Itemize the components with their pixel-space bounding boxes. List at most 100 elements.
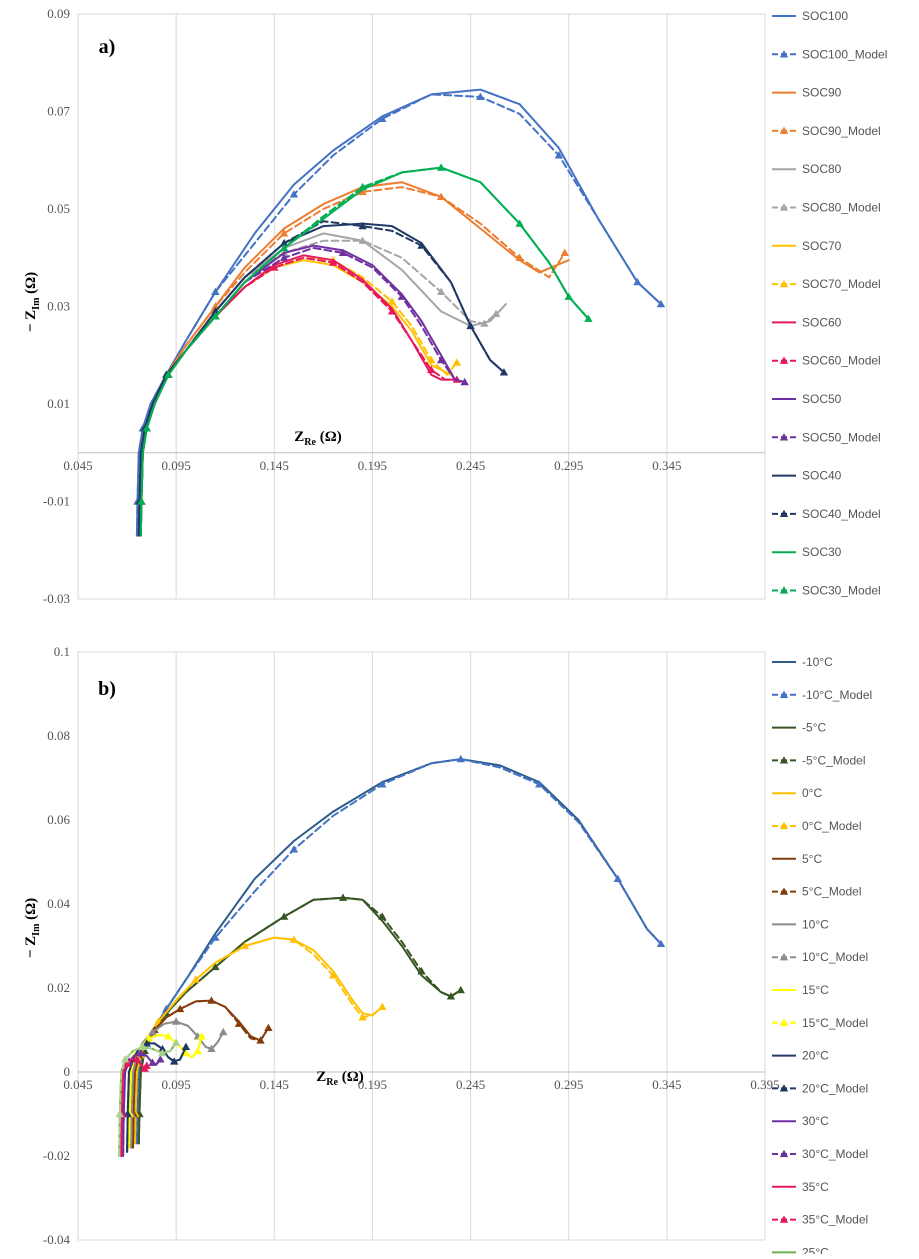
legend-marker (779, 279, 789, 288)
legend-marker (779, 586, 789, 594)
series-marker (358, 221, 367, 230)
legend-label: SOC40 (802, 469, 842, 483)
legend-label: 0°C_Model (802, 819, 862, 833)
x-tick-label: 0.345 (652, 1077, 681, 1092)
series-marker (171, 1017, 181, 1025)
legend-item: -10°C (772, 655, 833, 669)
y-tick-label: 0.03 (47, 299, 70, 314)
legend-label: SOC40_Model (802, 507, 881, 521)
series-marker (535, 780, 544, 788)
legend-label: -5°C_Model (802, 753, 866, 767)
x-tick-label: 0.195 (358, 1077, 387, 1092)
series-marker (279, 253, 289, 261)
series-marker (164, 370, 173, 378)
series-marker (476, 92, 485, 101)
x-tick-label: 0.045 (63, 1077, 92, 1092)
series-marker (387, 307, 397, 315)
legend-item: 20°C (772, 1049, 829, 1063)
x-tick-label: 0.195 (358, 458, 387, 473)
legend-label: 0°C (802, 786, 822, 800)
legend-marker (779, 203, 789, 211)
x-tick-label: 0.245 (456, 1077, 485, 1092)
x-tick-label: 0.345 (652, 458, 681, 473)
series-marker (491, 309, 501, 317)
legend-item: SOC60_Model (772, 354, 881, 368)
x-axis-title: ZRe (Ω) (294, 429, 341, 448)
series-marker (211, 287, 220, 296)
legend-marker (779, 821, 789, 830)
y-axis-title: − ZIm (Ω) (23, 898, 42, 958)
legend-marker (779, 1215, 789, 1223)
series-marker (240, 941, 250, 950)
y-tick-label: 0.02 (47, 980, 70, 995)
series-line-19 (118, 1041, 178, 1157)
series-marker (499, 368, 509, 376)
series-marker (264, 1023, 273, 1032)
legend-item: SOC100 (772, 9, 848, 23)
series-marker (289, 190, 299, 198)
legend-label: SOC60_Model (802, 354, 881, 368)
y-tick-label: 0 (64, 1064, 71, 1079)
series-marker (436, 287, 446, 296)
series-line-7 (139, 256, 458, 537)
series-marker (452, 358, 462, 366)
x-tick-label: 0.295 (554, 458, 583, 473)
legend-label: SOC30_Model (802, 584, 881, 598)
series-marker (378, 912, 387, 920)
series-marker (338, 893, 348, 901)
legend-item: SOC50_Model (772, 430, 881, 444)
legend-item: SOC80 (772, 162, 842, 176)
legend-label: SOC80 (802, 162, 842, 176)
plot-area (77, 13, 766, 600)
legend-marker (779, 756, 789, 764)
series-marker (142, 424, 151, 432)
series-line-6 (132, 999, 270, 1149)
legend-label: 35°C_Model (802, 1213, 868, 1227)
panel-label: a) (99, 36, 116, 58)
series-line-10 (139, 244, 466, 537)
x-tick-label: 0.095 (162, 1077, 191, 1092)
legend-item: 20°C_Model (772, 1081, 868, 1095)
series-line-11 (139, 247, 466, 537)
series-line-2 (137, 181, 570, 537)
legend-item: 0°C (772, 786, 822, 800)
series-marker (191, 975, 200, 983)
legend-item: 0°C_Model (772, 819, 862, 833)
x-tick-label: 0.095 (162, 458, 191, 473)
y-tick-label: 0.08 (47, 728, 70, 743)
legend-item: SOC60 (772, 315, 842, 329)
legend-marker (779, 509, 789, 518)
legend-item: SOC100_Model (772, 47, 887, 61)
legend-label: SOC80_Model (802, 201, 881, 215)
legend-item: SOC40 (772, 469, 842, 483)
series-marker (142, 1061, 151, 1069)
series-marker (142, 1039, 151, 1047)
series-marker (358, 182, 367, 191)
series-marker (515, 219, 524, 227)
legend-label: 10°C_Model (802, 950, 868, 964)
series-marker (613, 874, 622, 882)
legend-label: 10°C (802, 917, 829, 931)
legend-item: SOC70 (772, 239, 842, 253)
series-marker (584, 314, 593, 322)
series-marker (234, 1019, 244, 1027)
legend-label: SOC100_Model (802, 47, 887, 61)
legend-item: 10°C_Model (772, 950, 868, 964)
legend-item: -5°C (772, 721, 826, 735)
y-tick-label: -0.04 (43, 1232, 71, 1247)
series-marker (417, 241, 426, 249)
x-tick-label: 0.245 (456, 458, 485, 473)
legend-marker (779, 1018, 789, 1026)
legend-item: 5°C (772, 852, 822, 866)
series-marker (148, 1027, 157, 1036)
legend-item: 10°C (772, 917, 829, 931)
series-marker (338, 248, 348, 257)
legend-item: SOC30_Model (772, 584, 881, 598)
legend-marker (779, 953, 789, 961)
series-marker (427, 355, 436, 364)
series-marker (120, 1055, 130, 1063)
series-marker (211, 933, 220, 941)
legend-marker (779, 356, 789, 364)
x-tick-label: 0.145 (260, 1077, 289, 1092)
